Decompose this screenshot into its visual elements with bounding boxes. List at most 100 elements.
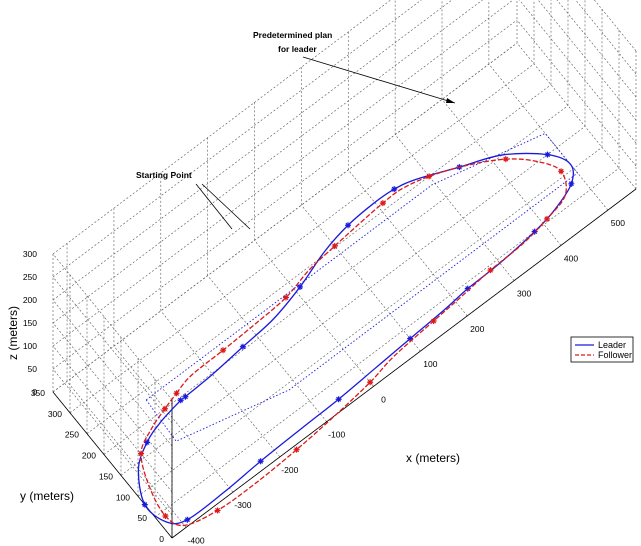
follower-marker <box>282 294 289 301</box>
tick-labels: -400-300-200-100010020030040050005010015… <box>23 218 625 545</box>
left-wall-grid-line <box>52 345 173 493</box>
start-annotation-label: Starting Point <box>136 170 192 180</box>
floor-grid-line <box>120 126 586 476</box>
left-wall-grid-line <box>52 253 173 401</box>
leader-marker <box>544 151 551 158</box>
leader-marker <box>184 516 191 523</box>
follower-marker <box>379 200 386 207</box>
x-tick-label: 0 <box>381 394 386 404</box>
plan-annotation: Predetermined plan for leader <box>253 30 456 104</box>
floor-grid-line <box>66 381 187 528</box>
side-wall-grid-line <box>519 0 637 144</box>
legend: Leader Follower <box>570 336 634 363</box>
floor-grid-line <box>113 345 234 493</box>
y-tick-label: 200 <box>82 451 96 461</box>
y-tick-label: 300 <box>48 409 62 419</box>
left-wall-grid-line <box>52 276 173 424</box>
x-tick-label: 300 <box>517 289 531 299</box>
leader-marker <box>531 228 538 235</box>
floor-grid-line <box>154 167 620 518</box>
floor-grid-line <box>103 105 569 455</box>
follower-marker <box>331 243 338 250</box>
floor-grid-line <box>207 275 327 422</box>
axes-grid <box>52 0 637 539</box>
side-wall-grid-line <box>556 0 637 98</box>
y-tick-label: 50 <box>138 513 148 523</box>
legend-follower-label: Follower <box>598 350 632 360</box>
follower-marker <box>502 156 509 163</box>
z-tick-label: 100 <box>23 341 37 351</box>
leader-marker <box>182 393 189 400</box>
y-tick-label: 100 <box>116 492 130 502</box>
back-wall-grid-line <box>52 0 392 255</box>
follower-marker <box>487 267 494 274</box>
leader-marker <box>568 180 575 187</box>
side-wall-grid-line <box>594 0 637 52</box>
legend-leader-label: Leader <box>598 340 626 350</box>
side-wall-grid-line <box>537 0 637 121</box>
leader-marker <box>407 335 414 342</box>
floor-grid-line <box>86 84 552 434</box>
y-tick-label: 350 <box>31 388 45 398</box>
follower-marker <box>367 379 374 386</box>
follower-marker <box>161 405 168 412</box>
axis-edge <box>52 391 173 539</box>
left-wall-grid-line <box>52 299 173 447</box>
back-wall-grid-line <box>52 0 514 347</box>
x-tick-label: -400 <box>188 535 205 545</box>
back-wall-grid-line <box>52 0 422 278</box>
start-annotation-arrow-2 <box>201 183 251 230</box>
y-tick-label: 250 <box>65 430 79 440</box>
x-tick-label: 200 <box>470 324 484 334</box>
leader-marker <box>297 283 304 290</box>
side-wall-grid-line <box>516 42 637 190</box>
leader-series-line <box>137 152 575 525</box>
side-wall-grid-line <box>575 0 637 75</box>
y-tick-label: 0 <box>159 534 164 544</box>
z-tick-label: 150 <box>23 318 37 328</box>
follower-marker <box>162 513 169 520</box>
leader-marker <box>391 186 398 193</box>
leader-marker <box>141 501 148 508</box>
plan-annotation-arrowhead <box>446 98 455 103</box>
side-wall-grid-line <box>516 19 637 167</box>
leader-marker <box>257 458 264 465</box>
z-tick-label: 300 <box>23 249 37 259</box>
back-wall-grid-line <box>52 0 483 324</box>
floor-grid-line <box>137 147 603 497</box>
z-tick-label: 200 <box>23 295 37 305</box>
z-axis-label: z (meters) <box>6 306 20 360</box>
x-tick-label: -200 <box>281 465 298 475</box>
leader-marker <box>464 285 471 292</box>
plan-series-line <box>145 132 579 442</box>
x-tick-label: 100 <box>423 359 437 369</box>
y-axis-label: y (meters) <box>20 489 74 503</box>
x-axis-label: x (meters) <box>406 451 460 465</box>
follower-marker <box>426 173 433 180</box>
floor-grid-line <box>441 99 562 246</box>
follower-marker <box>558 168 565 175</box>
start-annotation-arrow-1 <box>195 183 233 230</box>
left-wall-grid-line <box>52 322 173 470</box>
floor-grid-line <box>488 63 609 211</box>
leader-marker <box>335 396 342 403</box>
leader-marker <box>144 439 151 446</box>
z-tick-label: 250 <box>23 272 37 282</box>
x-tick-label: 400 <box>564 253 578 263</box>
left-wall-grid-line <box>52 368 173 516</box>
x-tick-label: 500 <box>611 218 625 228</box>
x-tick-label: -100 <box>328 430 345 440</box>
follower-series-line <box>140 158 567 527</box>
follower-marker <box>138 450 145 457</box>
axis-edge <box>171 188 637 539</box>
series-layer <box>137 132 579 527</box>
z-tick-label: 0 <box>32 387 37 397</box>
legend-box <box>570 336 634 363</box>
y-tick-label: 150 <box>99 471 113 481</box>
back-wall-grid-line <box>52 19 518 370</box>
leader-marker <box>345 222 352 229</box>
plan-annotation-arrow <box>302 56 456 104</box>
floor-grid-line <box>254 240 374 387</box>
leader-marker <box>177 397 184 404</box>
